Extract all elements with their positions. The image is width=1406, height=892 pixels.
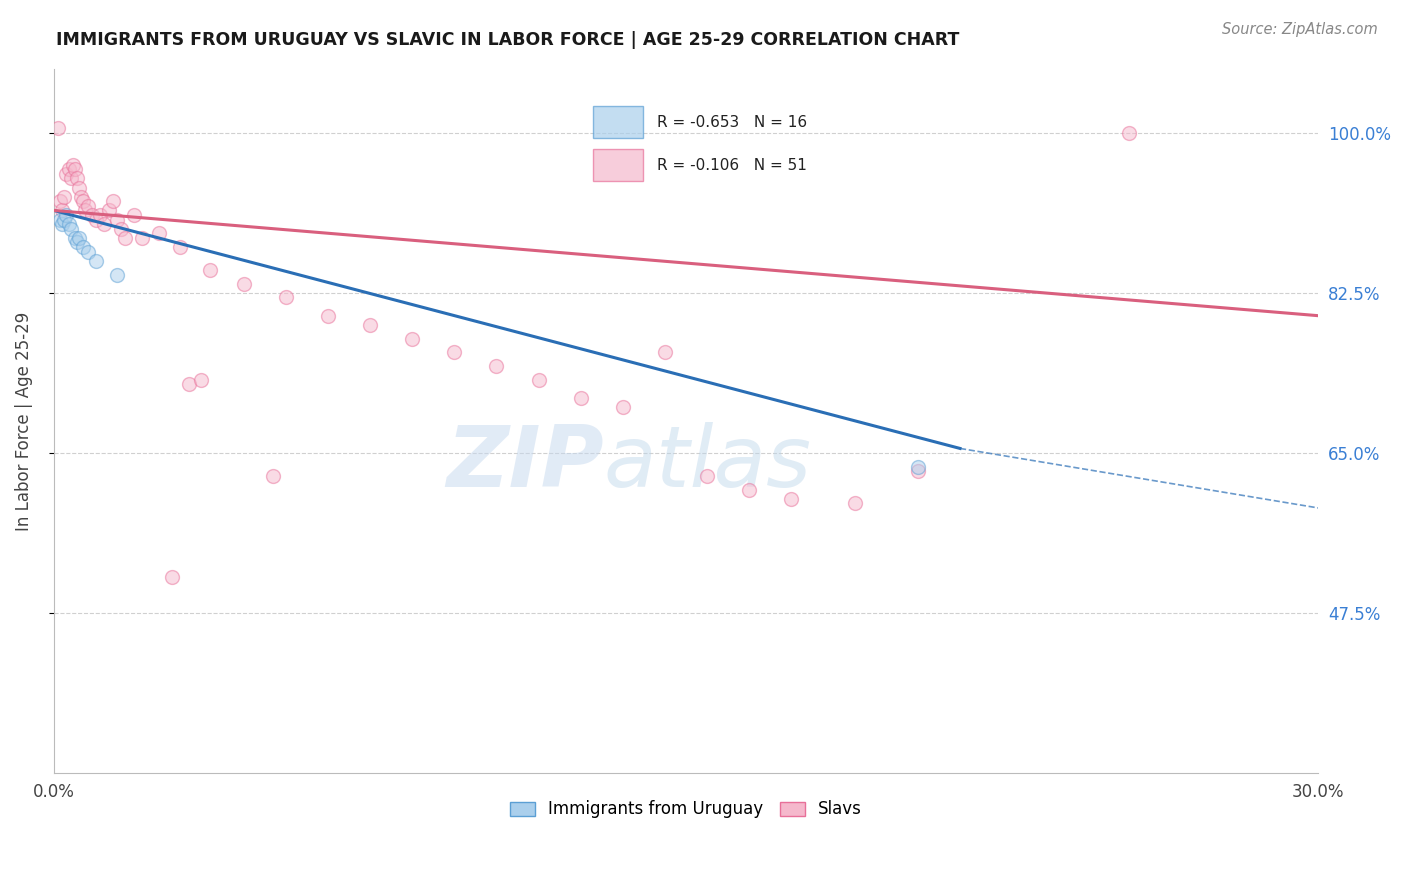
Point <box>51 203 73 218</box>
Point <box>97 203 120 218</box>
Point <box>55 167 77 181</box>
Point <box>907 464 929 478</box>
Point <box>443 345 465 359</box>
Point <box>66 235 89 250</box>
Point <box>907 459 929 474</box>
Text: ZIP: ZIP <box>446 422 603 505</box>
Text: atlas: atlas <box>603 422 811 505</box>
Point <box>72 240 94 254</box>
Point <box>84 253 107 268</box>
Point <box>359 318 381 332</box>
Point <box>55 208 77 222</box>
Point <box>114 231 136 245</box>
Point <box>569 391 592 405</box>
Point <box>49 194 72 209</box>
Point <box>93 217 115 231</box>
Point <box>105 268 128 282</box>
Point <box>59 171 82 186</box>
Point <box>53 212 76 227</box>
Point <box>51 217 73 231</box>
Point <box>316 309 339 323</box>
Point <box>101 194 124 209</box>
Point <box>59 221 82 235</box>
Point <box>66 171 89 186</box>
Point <box>738 483 761 497</box>
Point <box>53 189 76 203</box>
Point <box>612 401 634 415</box>
Point <box>63 162 86 177</box>
Point <box>274 290 297 304</box>
Point <box>148 227 170 241</box>
Y-axis label: In Labor Force | Age 25-29: In Labor Force | Age 25-29 <box>15 311 32 531</box>
Point <box>122 208 145 222</box>
Point <box>80 208 103 222</box>
Point <box>76 244 98 259</box>
Point <box>89 208 111 222</box>
Legend: Immigrants from Uruguay, Slavs: Immigrants from Uruguay, Slavs <box>503 794 869 825</box>
Point <box>67 231 90 245</box>
Point <box>75 203 97 218</box>
Point <box>62 158 84 172</box>
Point <box>485 359 508 373</box>
Point <box>63 231 86 245</box>
Point <box>72 194 94 209</box>
Point <box>105 212 128 227</box>
Point <box>110 221 132 235</box>
Point <box>49 212 72 227</box>
Point <box>844 496 866 510</box>
Point <box>527 373 550 387</box>
Point <box>76 199 98 213</box>
Point <box>67 180 90 194</box>
Point <box>232 277 254 291</box>
Text: Source: ZipAtlas.com: Source: ZipAtlas.com <box>1222 22 1378 37</box>
Point <box>160 569 183 583</box>
Point <box>190 373 212 387</box>
Point <box>780 491 803 506</box>
Point <box>58 217 80 231</box>
Point <box>177 377 200 392</box>
Point <box>70 189 93 203</box>
Text: IMMIGRANTS FROM URUGUAY VS SLAVIC IN LABOR FORCE | AGE 25-29 CORRELATION CHART: IMMIGRANTS FROM URUGUAY VS SLAVIC IN LAB… <box>56 31 960 49</box>
Point <box>84 212 107 227</box>
Point <box>131 231 153 245</box>
Point <box>401 332 423 346</box>
Point <box>654 345 676 359</box>
Point <box>46 121 69 136</box>
Point <box>58 162 80 177</box>
Point <box>696 469 718 483</box>
Point <box>1118 126 1140 140</box>
Point <box>169 240 191 254</box>
Point <box>198 263 221 277</box>
Point <box>262 469 284 483</box>
